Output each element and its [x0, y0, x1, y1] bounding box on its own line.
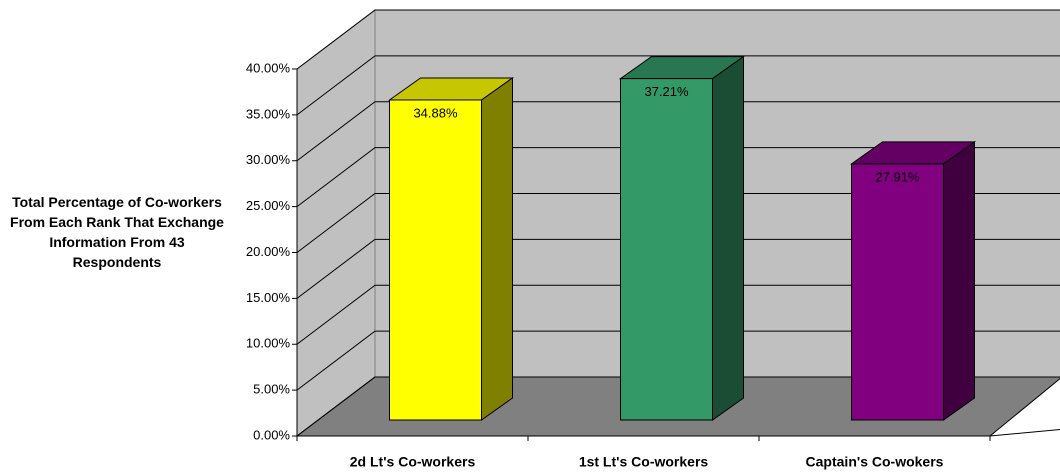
grid-line	[296, 284, 1060, 345]
x-tick-label: 1st Lt's Co-workers	[579, 454, 709, 470]
y-tick-label: 35.00%	[246, 106, 291, 121]
y-tick-label: 15.00%	[246, 290, 291, 305]
bar	[851, 163, 944, 421]
floor-right-edge	[989, 429, 1060, 437]
grid-line	[296, 101, 1060, 162]
y-tick-label: 30.00%	[246, 152, 291, 167]
grid-line	[296, 238, 1060, 299]
y-axis-label: Total Percentage of Co-workers From Each…	[10, 194, 224, 270]
y-tick-label: 25.00%	[246, 198, 291, 213]
bar	[620, 78, 713, 421]
value-label: 27.91%	[875, 169, 920, 184]
y-tick-label: 10.00%	[246, 336, 291, 351]
grid-line	[296, 376, 1060, 437]
bar-side	[712, 55, 744, 421]
y-tick-label: 0.00%	[253, 427, 290, 442]
grid-line	[296, 330, 1060, 391]
y-tick-label: 40.00%	[246, 60, 291, 75]
bar-side	[943, 140, 975, 421]
x-tick-label: Captain's Co-wokers	[806, 454, 944, 470]
x-tick-label: 2d Lt's Co-workers	[350, 454, 476, 470]
bar-side	[481, 77, 513, 421]
value-label: 34.88%	[413, 105, 458, 120]
grid-line	[296, 55, 1060, 116]
grid-line	[296, 9, 1060, 70]
value-label: 37.21%	[644, 84, 689, 99]
grid-line	[296, 147, 1060, 208]
bar	[389, 99, 482, 421]
y-tick-label: 5.00%	[253, 382, 290, 397]
y-tick-label: 20.00%	[246, 244, 291, 259]
grid-line	[296, 193, 1060, 253]
